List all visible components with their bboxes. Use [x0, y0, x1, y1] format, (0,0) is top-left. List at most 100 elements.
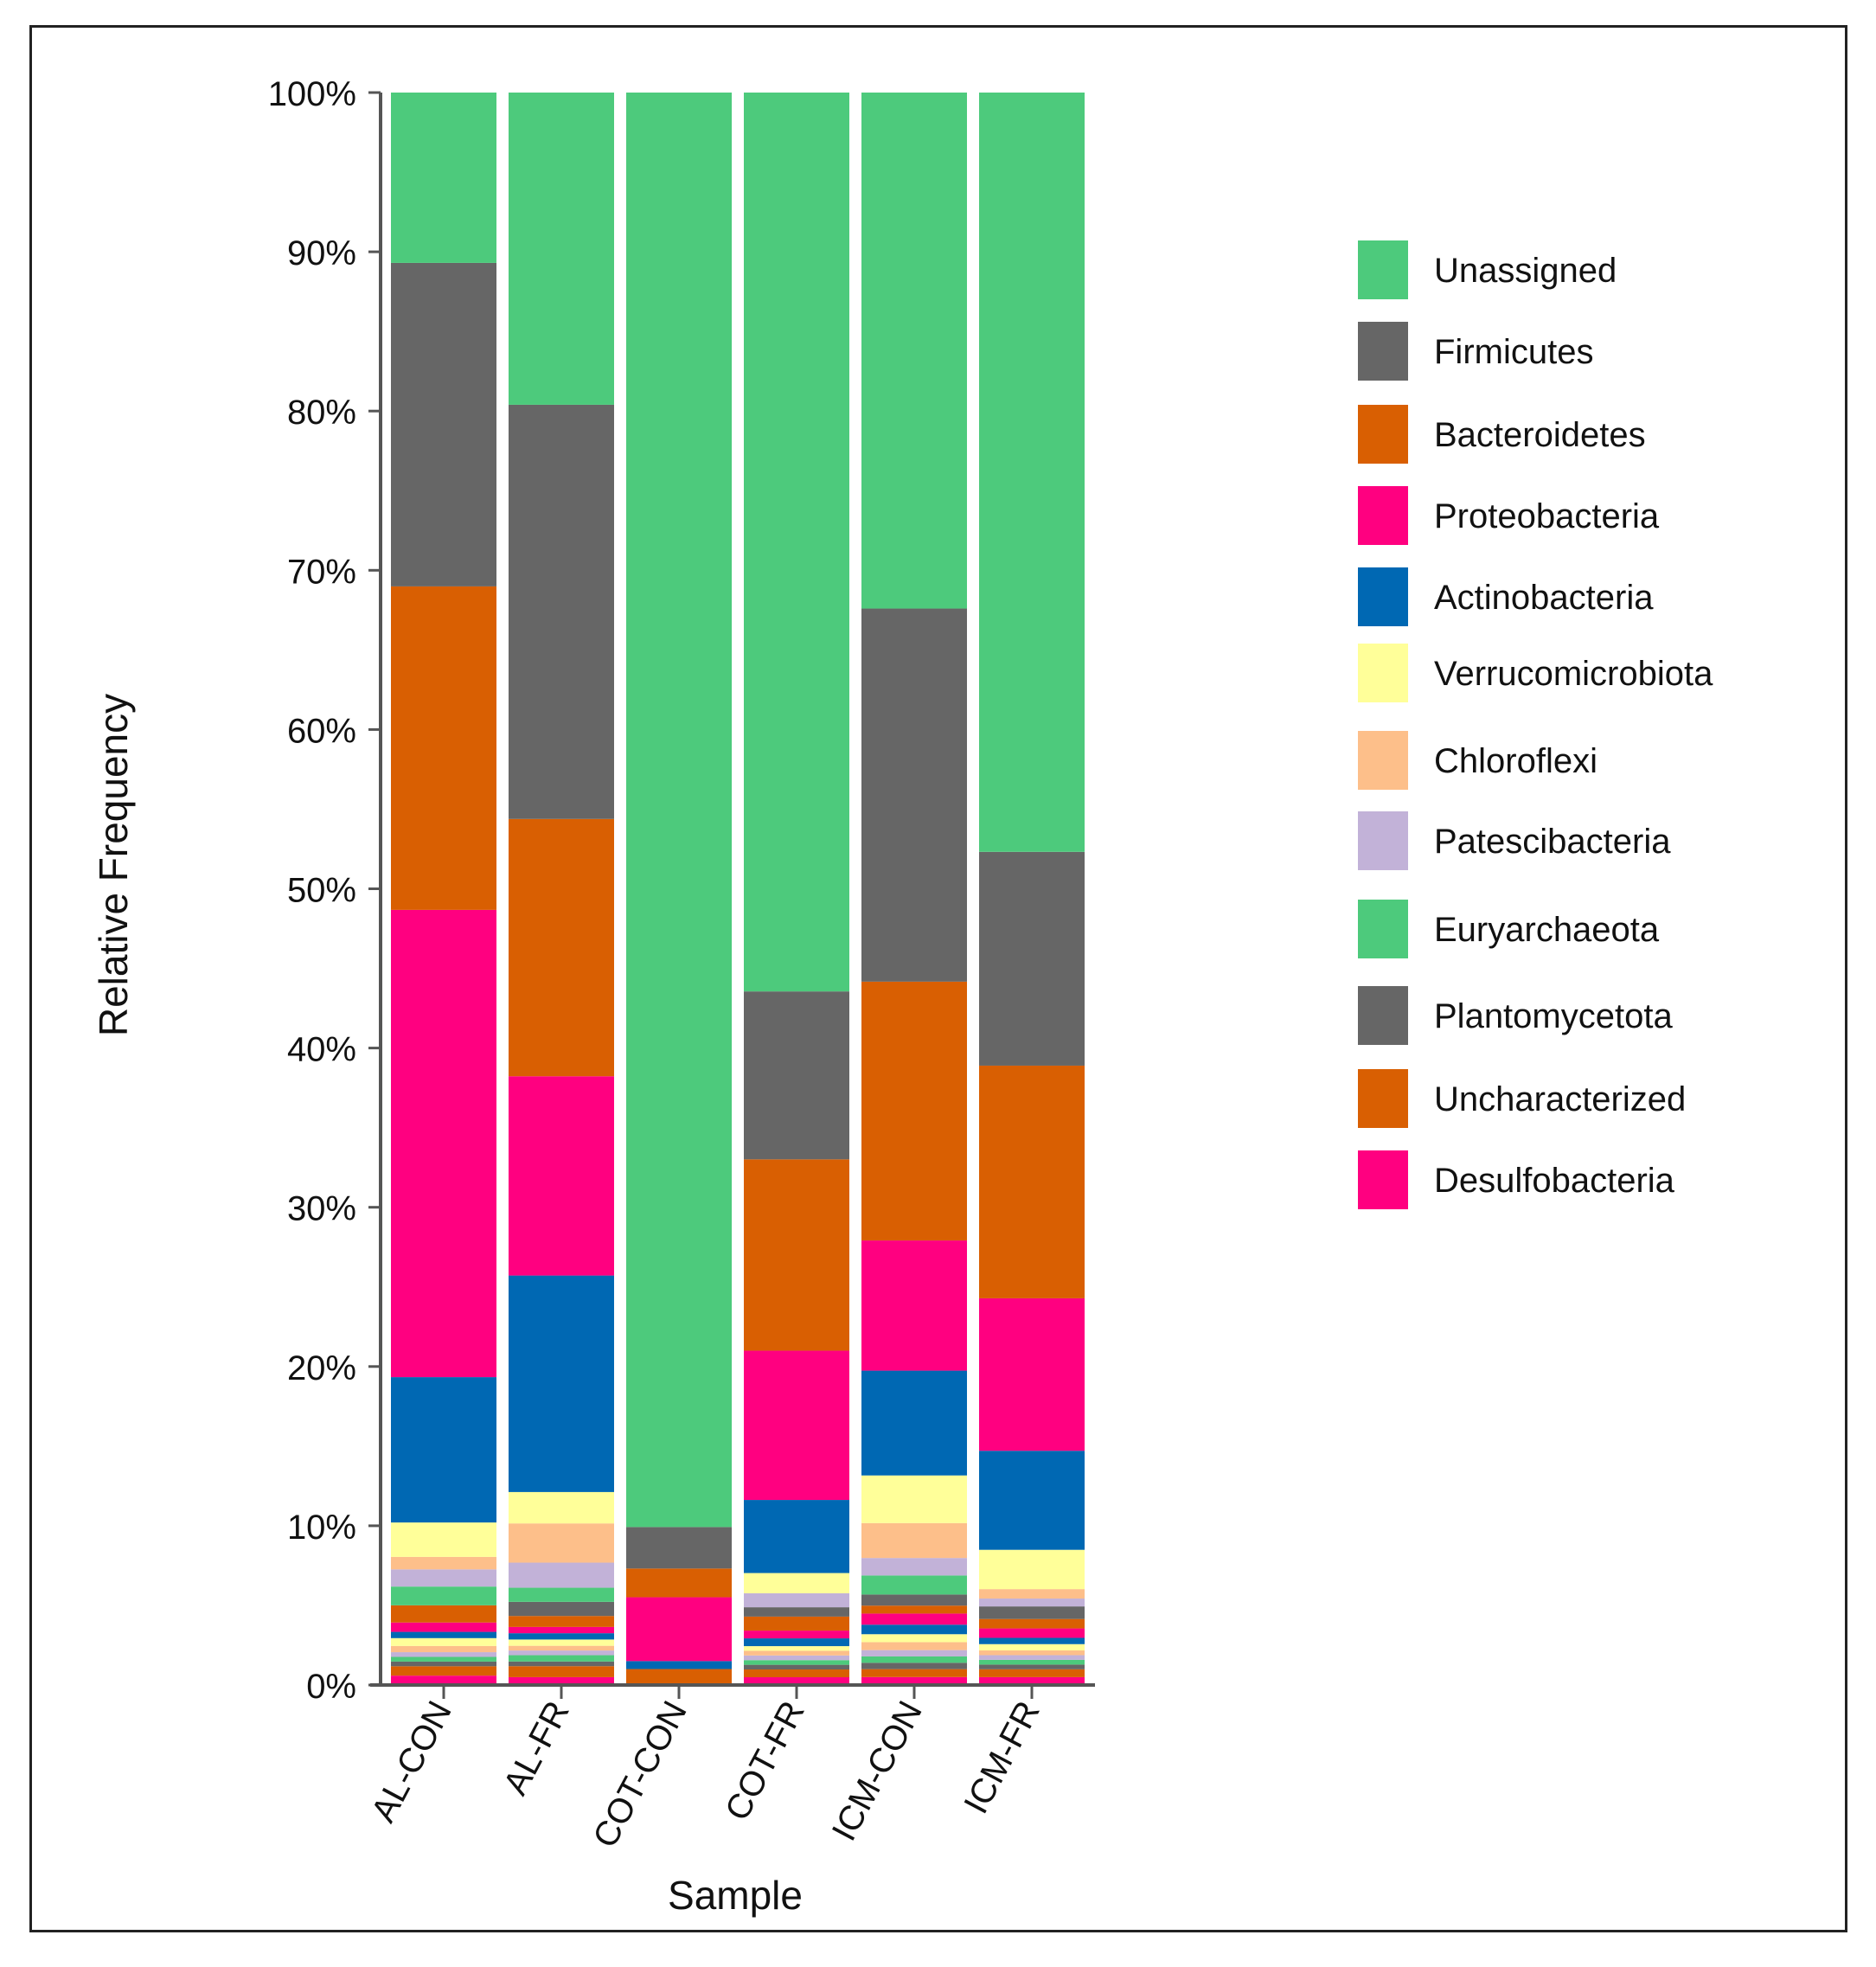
- bar-segment-cot-fr-patescibacteria-4: [744, 1655, 849, 1661]
- bar-segment-cot-con-bacteroidetes-9: [626, 1568, 732, 1598]
- bar-segment-al-con-unassigned-11: [391, 1586, 496, 1605]
- bar-segment-al-con-plantomycetota-2: [391, 1661, 496, 1667]
- bar-segment-al-con-chloroflexi-5: [391, 1645, 496, 1653]
- bar-segment-icm-con-euryarchaeota-3: [861, 1656, 967, 1663]
- legend-swatch-unassigned: [1358, 240, 1408, 299]
- bar-segment-icm-con-verrucomicrobiota-6: [861, 1634, 967, 1643]
- legend-swatch-proteobacteria: [1358, 486, 1408, 545]
- legend-label-patescibacteria: Patescibacteria: [1434, 823, 1671, 861]
- bar-segment-icm-fr-patescibacteria-4: [979, 1655, 1085, 1660]
- bar-segment-icm-con-chloroflexi-13: [861, 1522, 967, 1559]
- bar-segment-cot-con-proteobacteria-8: [626, 1597, 732, 1662]
- y-tick-label: 90%: [287, 234, 356, 272]
- y-tick-label: 100%: [268, 75, 356, 113]
- bar-segment-cot-con-actinobacteria-7: [626, 1661, 732, 1669]
- bar-segment-icm-fr-actinobacteria-7: [979, 1637, 1085, 1644]
- bar-segment-al-fr-euryarchaeota-3: [509, 1655, 614, 1662]
- bar-segment-icm-con-bacteroidetes-9: [861, 1605, 967, 1614]
- bar-segment-icm-fr-verrucomicrobiota-14: [979, 1549, 1085, 1590]
- bar-segment-icm-fr-firmicutes-18: [979, 851, 1085, 1066]
- bar-segment-al-con-desulfobacteria-0: [391, 1675, 496, 1685]
- bar-segment-al-fr-unassigned-11: [509, 1587, 614, 1602]
- bar-segment-icm-fr-uncharacterized-1: [979, 1669, 1085, 1677]
- y-tick-label: 0%: [306, 1668, 356, 1706]
- bar-segment-icm-con-actinobacteria-7: [861, 1624, 967, 1635]
- bar-segment-al-fr-verrucomicrobiota-6: [509, 1639, 614, 1646]
- bar-segment-al-fr-verrucomicrobiota-14: [509, 1491, 614, 1524]
- y-tick-label: 10%: [287, 1509, 356, 1547]
- bar-segment-al-con-euryarchaeota-3: [391, 1656, 496, 1662]
- legend-label-firmicutes: Firmicutes: [1434, 333, 1593, 371]
- bar-segment-cot-con-uncharacterized-1: [626, 1669, 732, 1685]
- bar-segment-icm-con-unassigned-19: [861, 93, 967, 609]
- bar-segment-cot-fr-proteobacteria-8: [744, 1631, 849, 1639]
- bar-segment-icm-fr-desulfobacteria-0: [979, 1676, 1085, 1685]
- bar-segment-al-fr-proteobacteria-16: [509, 1076, 614, 1276]
- bar-segment-al-fr-firmicutes-18: [509, 404, 614, 819]
- bar-segment-icm-fr-patescibacteria-12: [979, 1599, 1085, 1607]
- bar-segment-al-fr-patescibacteria-12: [509, 1562, 614, 1588]
- y-tick-label: 80%: [287, 394, 356, 432]
- bar-segment-icm-con-proteobacteria-8: [861, 1613, 967, 1625]
- bar-segment-cot-fr-verrucomicrobiota-6: [744, 1646, 849, 1651]
- bar-segment-icm-fr-firmicutes-10: [979, 1606, 1085, 1619]
- legend-swatch-patescibacteria: [1358, 811, 1408, 870]
- x-tick-label: AL-FR: [496, 1695, 577, 1802]
- bar-segment-cot-fr-patescibacteria-12: [744, 1592, 849, 1608]
- y-tick-label: 60%: [287, 712, 356, 750]
- bar-segment-al-fr-patescibacteria-4: [509, 1650, 614, 1656]
- legend-label-desulfobacteria: Desulfobacteria: [1434, 1162, 1675, 1200]
- bar-segment-al-con-verrucomicrobiota-6: [391, 1637, 496, 1646]
- bar-segment-cot-fr-uncharacterized-1: [744, 1669, 849, 1678]
- bar-segment-cot-con-unassigned-19: [626, 93, 732, 1528]
- legend-label-bacteroidetes: Bacteroidetes: [1434, 416, 1646, 454]
- legend-label-uncharacterized: Uncharacterized: [1434, 1080, 1686, 1118]
- legend: Unassigned Firmicutes Bacteroidetes Proteob…: [1358, 240, 1713, 1209]
- legend-label-euryarchaeota: Euryarchaeota: [1434, 911, 1660, 949]
- bar-segment-al-con-firmicutes-18: [391, 262, 496, 586]
- y-tick-label: 40%: [287, 1031, 356, 1069]
- bar-segment-al-con-verrucomicrobiota-14: [391, 1522, 496, 1557]
- bar-segment-cot-fr-desulfobacteria-0: [744, 1677, 849, 1685]
- bar-segment-cot-fr-actinobacteria-15: [744, 1500, 849, 1573]
- bar-segment-icm-con-proteobacteria-16: [861, 1240, 967, 1371]
- legend-swatch-desulfobacteria: [1358, 1150, 1408, 1209]
- bar-segment-icm-fr-chloroflexi-5: [979, 1650, 1085, 1656]
- bar-segment-icm-con-firmicutes-18: [861, 608, 967, 982]
- bar-segment-cot-fr-euryarchaeota-3: [744, 1660, 849, 1665]
- bar-segment-icm-con-patescibacteria-4: [861, 1650, 967, 1656]
- bar-segment-al-fr-uncharacterized-1: [509, 1666, 614, 1677]
- bar-segment-al-fr-chloroflexi-5: [509, 1645, 614, 1651]
- bar-segment-al-fr-chloroflexi-13: [509, 1523, 614, 1563]
- legend-swatch-bacteroidetes: [1358, 405, 1408, 464]
- bar-segment-al-con-uncharacterized-1: [391, 1666, 496, 1676]
- y-axis-label: Relative Frequency: [91, 694, 136, 1036]
- bar-segment-al-con-proteobacteria-16: [391, 909, 496, 1378]
- bar-segment-icm-fr-unassigned-19: [979, 93, 1085, 852]
- legend-swatch-uncharacterized: [1358, 1069, 1408, 1128]
- bar-segment-cot-fr-bacteroidetes-17: [744, 1159, 849, 1351]
- bar-segment-icm-con-actinobacteria-15: [861, 1370, 967, 1476]
- bar-segment-al-fr-plantomycetota-2: [509, 1661, 614, 1667]
- bar-segment-al-con-patescibacteria-12: [391, 1569, 496, 1587]
- bar-segment-cot-con-firmicutes-10: [626, 1527, 732, 1569]
- bar-segment-icm-con-firmicutes-10: [861, 1594, 967, 1606]
- legend-label-chloroflexi: Chloroflexi: [1434, 742, 1597, 780]
- x-tick-label: COT-FR: [718, 1695, 812, 1827]
- legend-label-verrucomicrobiota: Verrucomicrobiota: [1434, 655, 1713, 693]
- bar-segment-icm-fr-verrucomicrobiota-6: [979, 1643, 1085, 1651]
- bar-segment-icm-con-unassigned-11: [861, 1575, 967, 1595]
- bar-segment-al-fr-unassigned-19: [509, 93, 614, 405]
- x-tick-label: ICM-FR: [957, 1695, 1047, 1820]
- bar-segment-cot-fr-proteobacteria-16: [744, 1350, 849, 1501]
- x-tick-label: AL-CON: [364, 1695, 459, 1829]
- bar-segment-al-fr-firmicutes-10: [509, 1601, 614, 1617]
- legend-label-unassigned: Unassigned: [1434, 252, 1617, 290]
- bar-segment-al-fr-actinobacteria-7: [509, 1633, 614, 1640]
- legend-swatch-euryarchaeota: [1358, 900, 1408, 958]
- bar-segment-icm-con-verrucomicrobiota-14: [861, 1475, 967, 1523]
- legend-swatch-plantomycetota: [1358, 986, 1408, 1045]
- legend-swatch-firmicutes: [1358, 322, 1408, 381]
- legend-label-plantomycetota: Plantomycetota: [1434, 997, 1673, 1035]
